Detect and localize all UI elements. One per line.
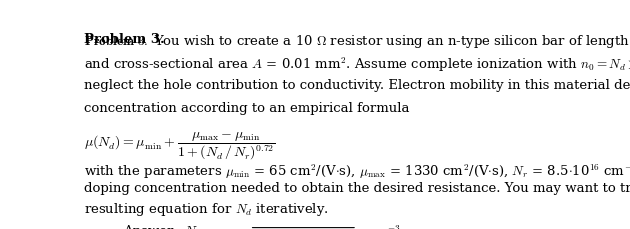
Text: $\bf{Problem\ 3.}$ You wish to create a 10 $\Omega$ resistor using an n-type sil: $\bf{Problem\ 3.}$ You wish to create a …	[84, 33, 630, 50]
Text: and cross-sectional area $A$ = 0.01 mm$^{2}$. Assume complete ionization with $n: and cross-sectional area $A$ = 0.01 mm$^…	[84, 56, 630, 74]
Text: with the parameters $\mu_{\rm min}$ = 65 cm$^2$/(V$\cdot$s), $\mu_{\rm max}$ = 1: with the parameters $\mu_{\rm min}$ = 65…	[84, 161, 630, 180]
Text: $N_d$ =: $N_d$ =	[184, 224, 216, 229]
Text: Problem 3.: Problem 3.	[84, 33, 164, 46]
Text: concentration according to an empirical formula: concentration according to an empirical …	[84, 101, 409, 114]
Text: Answer:: Answer:	[123, 224, 178, 229]
Text: resulting equation for $N_d$ iteratively.: resulting equation for $N_d$ iteratively…	[84, 200, 328, 217]
Text: doping concentration needed to obtain the desired resistance. You may want to tr: doping concentration needed to obtain th…	[84, 181, 630, 194]
Text: cm$^{-3}$: cm$^{-3}$	[367, 224, 401, 229]
Text: $\mu(N_d) = \mu_{\rm min} + \dfrac{\mu_{\rm max} - \mu_{\rm min}}{1 + (N_d\,/\,N: $\mu(N_d) = \mu_{\rm min} + \dfrac{\mu_{…	[84, 130, 275, 161]
Text: neglect the hole contribution to conductivity. Electron mobility in this materia: neglect the hole contribution to conduct…	[84, 79, 630, 92]
